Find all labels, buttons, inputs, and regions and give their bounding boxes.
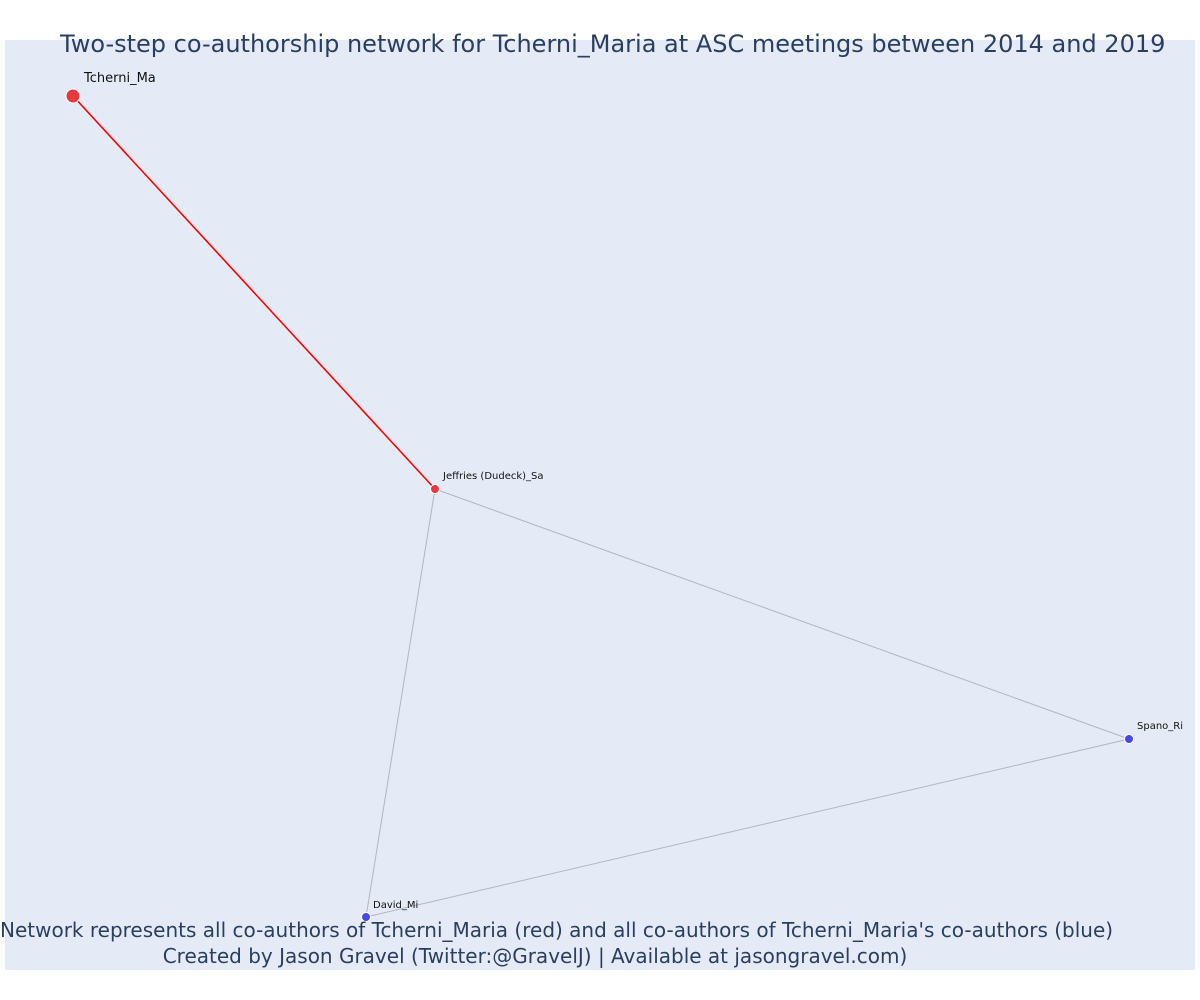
node-jeffries[interactable] — [430, 484, 440, 494]
caption-description: Network represents all co-authors of Tch… — [0, 918, 1114, 942]
node-spano[interactable] — [1124, 734, 1134, 744]
node-label-david: David_Mi — [373, 900, 418, 911]
edge-spano-david — [365, 738, 1130, 918]
edge-tcherni-jeffries — [72, 95, 436, 490]
node-label-spano: Spano_Ri — [1137, 721, 1183, 732]
plot-background — [5, 40, 1195, 970]
caption-credit: Created by Jason Gravel (Twitter:@Gravel… — [162, 944, 908, 968]
edge-jeffries-spano — [434, 488, 1130, 740]
edge-jeffries-david — [365, 488, 436, 918]
node-david[interactable] — [361, 912, 371, 922]
node-label-jeffries: Jeffries (Dudeck)_Sa — [442, 471, 544, 482]
chart-title: Two-step co-authorship network for Tcher… — [60, 30, 1166, 58]
node-label-tcherni: Tcherni_Ma — [83, 71, 156, 86]
node-tcherni[interactable] — [65, 88, 81, 104]
